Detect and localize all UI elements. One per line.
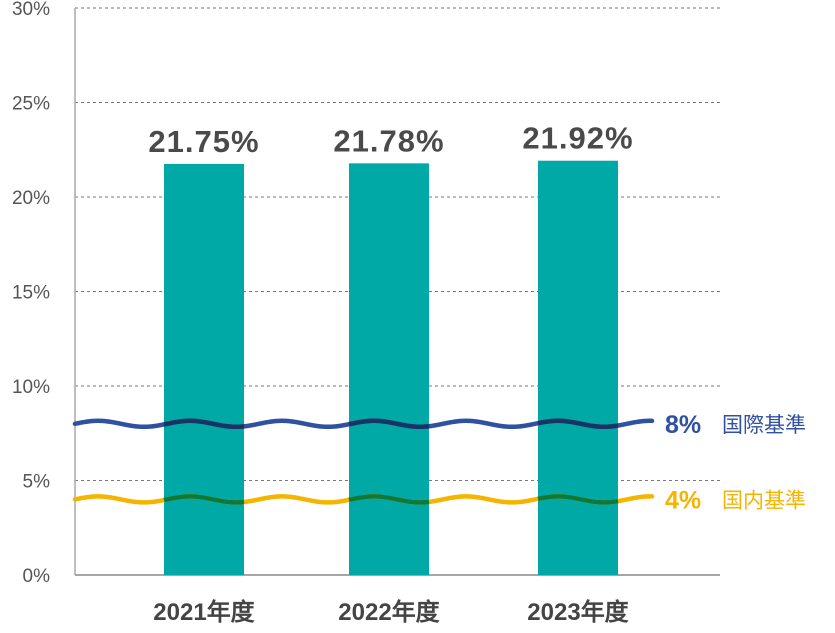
- x-tick-label: 2023年度: [527, 598, 629, 626]
- x-tick-label: 2021年度: [153, 598, 255, 626]
- data-label: 21.92%: [522, 121, 633, 156]
- value-labels: 21.75% 21.78% 21.92%: [148, 121, 633, 159]
- bar: [164, 163, 244, 576]
- reference-lines: 8% 国際基準 4% 国内基準: [72, 411, 806, 514]
- reference-value-label: 8%: [665, 411, 701, 439]
- bar: [349, 163, 429, 575]
- y-tick-label: 5%: [23, 472, 51, 493]
- reference-value-label: 4%: [665, 486, 701, 514]
- y-tick-label: 10%: [12, 377, 50, 398]
- reference-name-label: 国内基準: [722, 488, 806, 512]
- bar: [538, 160, 618, 575]
- reference-line-overlap: [163, 418, 619, 430]
- data-label: 21.75%: [148, 124, 259, 159]
- y-tick-label: 25%: [12, 94, 50, 115]
- y-tick-label: 15%: [12, 283, 50, 304]
- y-tick-label: 0%: [23, 566, 51, 587]
- y-tick-label: 30%: [12, 0, 50, 20]
- bars: [164, 160, 618, 576]
- x-tick-labels: 2021年度 2022年度 2023年度: [153, 598, 629, 626]
- reference-name-label: 国際基準: [722, 413, 806, 437]
- y-tick-labels: 0% 5% 10% 15% 20% 25% 30%: [12, 0, 50, 587]
- reference-line-overlap: [163, 494, 619, 505]
- data-label: 21.78%: [333, 123, 444, 158]
- x-tick-label: 2022年度: [338, 598, 440, 626]
- y-tick-label: 20%: [12, 188, 50, 209]
